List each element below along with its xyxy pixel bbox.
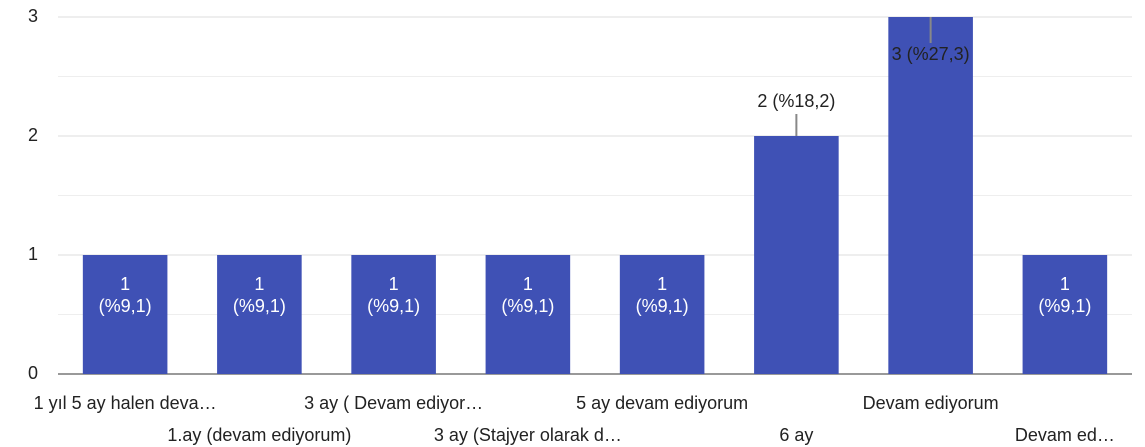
y-tick-label: 2 bbox=[28, 125, 38, 145]
data-label: 1 (%9,1) bbox=[501, 274, 554, 316]
bar bbox=[82, 255, 168, 374]
data-label: 1 (%9,1) bbox=[233, 274, 286, 316]
x-tick-label: Devam ediyorum bbox=[863, 393, 999, 413]
x-tick-label: 1 yıl 5 ay halen deva… bbox=[34, 393, 217, 413]
x-tick-label: 3 ay ( Devam ediyor… bbox=[304, 393, 483, 413]
bar bbox=[754, 136, 839, 374]
x-tick-label: Devam ed… bbox=[1015, 425, 1115, 445]
x-tick-label: 5 ay devam ediyorum bbox=[576, 393, 748, 413]
y-tick-label: 0 bbox=[28, 363, 38, 383]
bar bbox=[1022, 255, 1108, 374]
data-label: 1 (%9,1) bbox=[367, 274, 420, 316]
x-tick-label: 3 ay (Stajyer olarak d… bbox=[434, 425, 622, 445]
data-label: 2 (%18,2) bbox=[757, 91, 835, 111]
data-label: 3 (%27,3) bbox=[892, 44, 970, 64]
bar bbox=[217, 255, 302, 374]
x-tick-label: 1.ay (devam ediyorum) bbox=[167, 425, 351, 445]
bar bbox=[351, 255, 436, 374]
data-label: 1 (%9,1) bbox=[1038, 274, 1091, 316]
bar bbox=[619, 255, 705, 374]
y-tick-label: 3 bbox=[28, 6, 38, 26]
bar bbox=[485, 255, 571, 374]
data-label: 1 (%9,1) bbox=[99, 274, 152, 316]
bar bbox=[888, 17, 973, 374]
y-tick-label: 1 bbox=[28, 244, 38, 264]
data-label: 1 (%9,1) bbox=[636, 274, 689, 316]
x-tick-label: 6 ay bbox=[779, 425, 813, 445]
